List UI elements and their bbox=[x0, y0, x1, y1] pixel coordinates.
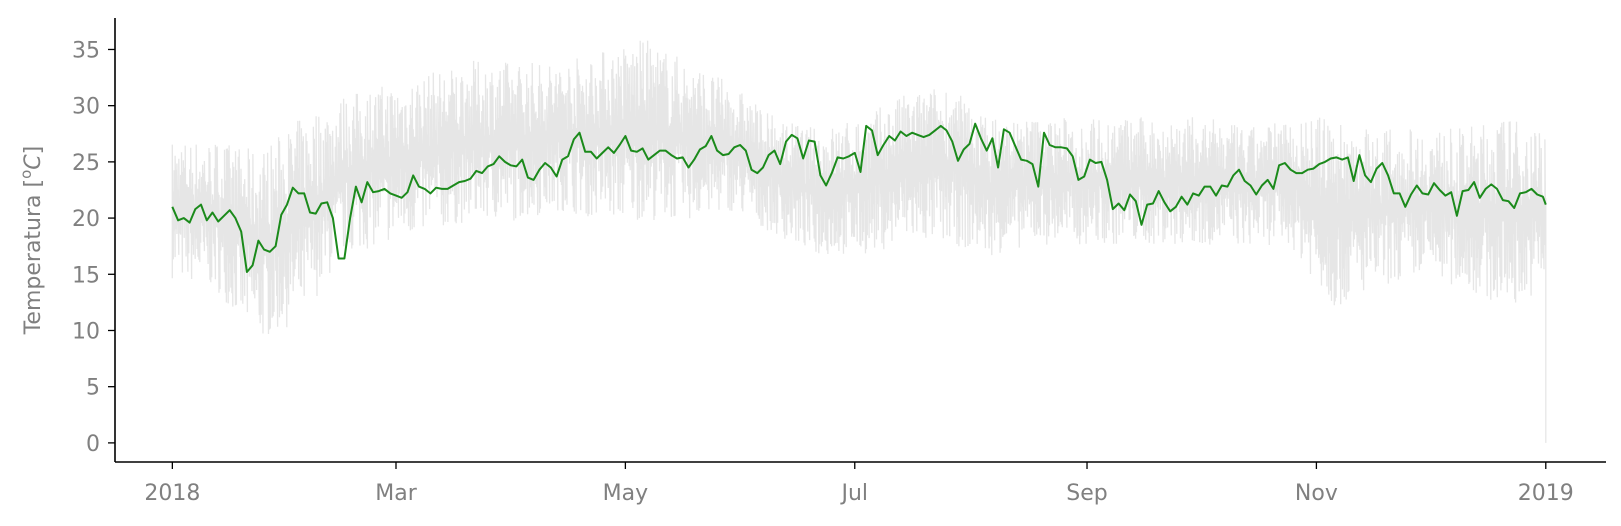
y-tick-label: 35 bbox=[72, 38, 100, 63]
y-axis-label-superscript: o bbox=[17, 170, 35, 179]
y-axis-ticks: 0 5 10 15 20 25 30 35 bbox=[72, 38, 115, 457]
daily-mean-line bbox=[171, 122, 1547, 273]
y-tick-label: 10 bbox=[72, 319, 100, 344]
hourly-temperature-trace bbox=[171, 40, 1547, 443]
y-tick-label: 0 bbox=[86, 432, 100, 457]
y-tick-label: 5 bbox=[86, 376, 100, 401]
daily-mean-line-layer bbox=[171, 122, 1547, 273]
y-tick-label: 30 bbox=[72, 95, 100, 120]
y-tick-label: 20 bbox=[72, 207, 100, 232]
x-tick-label: Sep bbox=[1066, 481, 1107, 506]
x-tick-label: 2019 bbox=[1518, 481, 1574, 506]
x-tick-label: May bbox=[603, 481, 648, 506]
y-tick-label: 25 bbox=[72, 151, 100, 176]
hourly-temperature-band bbox=[171, 40, 1547, 443]
y-tick-label: 15 bbox=[72, 263, 100, 288]
x-tick-label: 2018 bbox=[144, 481, 200, 506]
y-axis-label-unit: C bbox=[21, 154, 46, 170]
y-axis-label-prefix: Temperatura [ bbox=[21, 179, 46, 335]
x-tick-label: Mar bbox=[375, 481, 417, 506]
y-axis-label-suffix: ] bbox=[21, 146, 46, 155]
x-tick-label: Jul bbox=[839, 481, 868, 506]
x-axis-ticks: 2018 Mar May Jul Sep Nov 2019 bbox=[144, 462, 1574, 506]
y-axis-label: Temperatura [oC] bbox=[17, 146, 46, 336]
x-tick-label: Nov bbox=[1295, 481, 1338, 506]
